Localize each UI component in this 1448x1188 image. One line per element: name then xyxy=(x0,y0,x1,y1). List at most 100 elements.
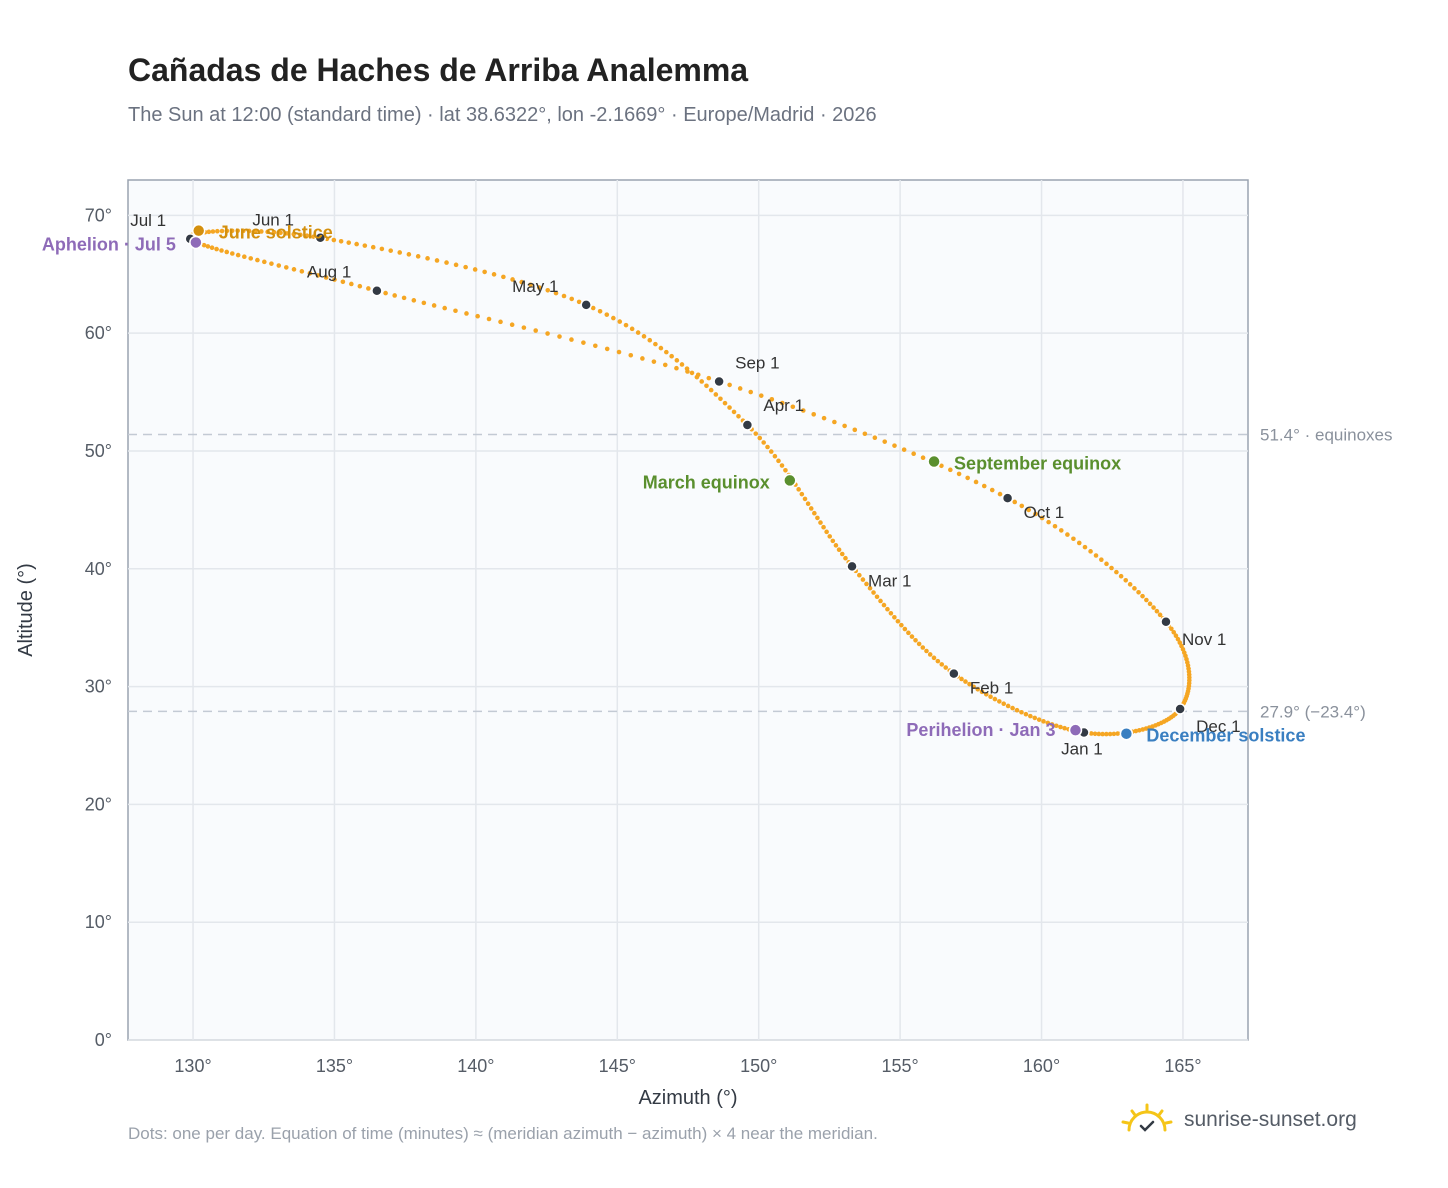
daily-dot xyxy=(909,634,915,639)
month-markers: Jan 1 Feb 1 Mar 1 Apr 1 May 1 Jun 1 Jul 1 Aug 1… xyxy=(130,211,1240,759)
daily-dot xyxy=(1065,532,1070,537)
daily-dot xyxy=(640,356,645,361)
daily-dot xyxy=(444,260,449,265)
daily-dot xyxy=(956,471,962,477)
daily-dot xyxy=(1052,523,1058,529)
daily-dot xyxy=(997,699,1002,704)
daily-dot xyxy=(1033,511,1038,517)
daily-dot xyxy=(983,691,989,697)
daily-dot xyxy=(895,618,901,624)
event-label: September equinox xyxy=(954,454,1121,474)
daily-dot xyxy=(872,435,878,441)
daily-dot xyxy=(259,229,264,234)
daily-dot xyxy=(706,375,712,381)
daily-dot xyxy=(230,251,235,256)
daily-dot xyxy=(1151,605,1156,610)
daily-dot xyxy=(1115,731,1120,736)
daily-dot xyxy=(1062,725,1067,731)
daily-dot xyxy=(1026,507,1031,513)
daily-dot xyxy=(611,315,616,321)
axis-ticks: 130° 135° 140° 145° 150° 155° 160° 165° 0° 10° 20°… xyxy=(85,205,1202,1076)
daily-dot xyxy=(901,447,907,452)
daily-dot xyxy=(674,358,680,363)
daily-dot xyxy=(604,312,610,317)
daily-dot xyxy=(338,239,344,244)
y-tick-label: 30° xyxy=(85,677,112,697)
month-label: Aug 1 xyxy=(307,263,351,282)
daily-dot xyxy=(510,277,515,282)
daily-dot xyxy=(852,427,858,433)
daily-dot xyxy=(881,602,887,608)
daily-dot xyxy=(304,233,310,239)
daily-dot xyxy=(210,229,216,234)
daily-dot xyxy=(1140,593,1145,599)
daily-dot xyxy=(1049,722,1055,727)
daily-dot xyxy=(971,684,976,690)
daily-dot xyxy=(669,353,674,359)
daily-dot xyxy=(664,349,669,355)
daily-dot xyxy=(913,637,918,643)
daily-dot xyxy=(1088,549,1093,554)
event-dot xyxy=(783,473,797,488)
daily-dot xyxy=(323,275,329,280)
daily-dot xyxy=(871,590,876,595)
y-axis-title: Altitude (°) xyxy=(15,563,37,657)
daily-dot xyxy=(269,261,274,266)
daily-dot xyxy=(1041,719,1046,724)
daily-dot xyxy=(278,230,283,236)
daily-dot xyxy=(486,316,492,322)
month-label: Feb 1 xyxy=(970,679,1013,698)
daily-dot xyxy=(215,228,220,234)
brand[interactable]: sunrise-sunset.org xyxy=(1120,1102,1357,1138)
month-dot xyxy=(1160,616,1172,628)
daily-dot xyxy=(965,475,970,481)
daily-dot xyxy=(1036,717,1042,722)
daily-dot xyxy=(219,248,224,253)
daily-dot xyxy=(442,305,447,311)
daily-dot xyxy=(354,241,359,247)
daily-dot xyxy=(892,443,897,448)
daily-dot xyxy=(388,248,394,253)
daily-dot xyxy=(1023,711,1029,717)
daily-dot xyxy=(927,652,933,657)
daily-dot xyxy=(561,293,567,299)
daily-dot xyxy=(553,290,559,296)
y-tick-label: 50° xyxy=(85,441,112,461)
daily-dot xyxy=(769,397,775,402)
daily-dot xyxy=(1014,707,1020,713)
daily-dot xyxy=(695,372,701,378)
daily-dot xyxy=(569,337,574,342)
daily-dot xyxy=(1104,731,1109,737)
daily-dot xyxy=(906,630,911,636)
daily-dot xyxy=(1076,540,1082,546)
daily-dot xyxy=(498,319,503,325)
x-tick-label: 150° xyxy=(740,1056,777,1076)
x-tick-label: 140° xyxy=(457,1056,494,1076)
daily-dot xyxy=(799,491,805,497)
daily-dot xyxy=(713,392,719,397)
daily-dot xyxy=(862,431,868,437)
y-tick-label: 70° xyxy=(85,205,112,225)
month-label: Jul 1 xyxy=(130,211,166,230)
daily-dot xyxy=(411,298,417,303)
month-dot xyxy=(314,231,327,244)
daily-dot xyxy=(1019,503,1025,509)
daily-dot xyxy=(830,538,836,544)
daily-dot xyxy=(911,451,916,456)
daily-dot xyxy=(406,252,412,257)
daily-dot xyxy=(401,295,407,301)
daily-dot xyxy=(229,228,235,234)
daily-dot xyxy=(1132,586,1137,591)
daily-dot xyxy=(1133,728,1139,734)
daily-dot xyxy=(790,404,796,410)
daily-dot xyxy=(421,300,427,306)
daily-dot xyxy=(718,396,723,402)
event-dot xyxy=(927,454,941,469)
daily-dot xyxy=(939,662,945,667)
daily-dot xyxy=(1104,561,1109,567)
x-tick-label: 155° xyxy=(882,1056,919,1076)
month-label: Oct 1 xyxy=(1024,503,1065,522)
daily-dot xyxy=(557,334,562,339)
daily-dot xyxy=(205,244,211,249)
daily-dot xyxy=(1144,597,1149,603)
